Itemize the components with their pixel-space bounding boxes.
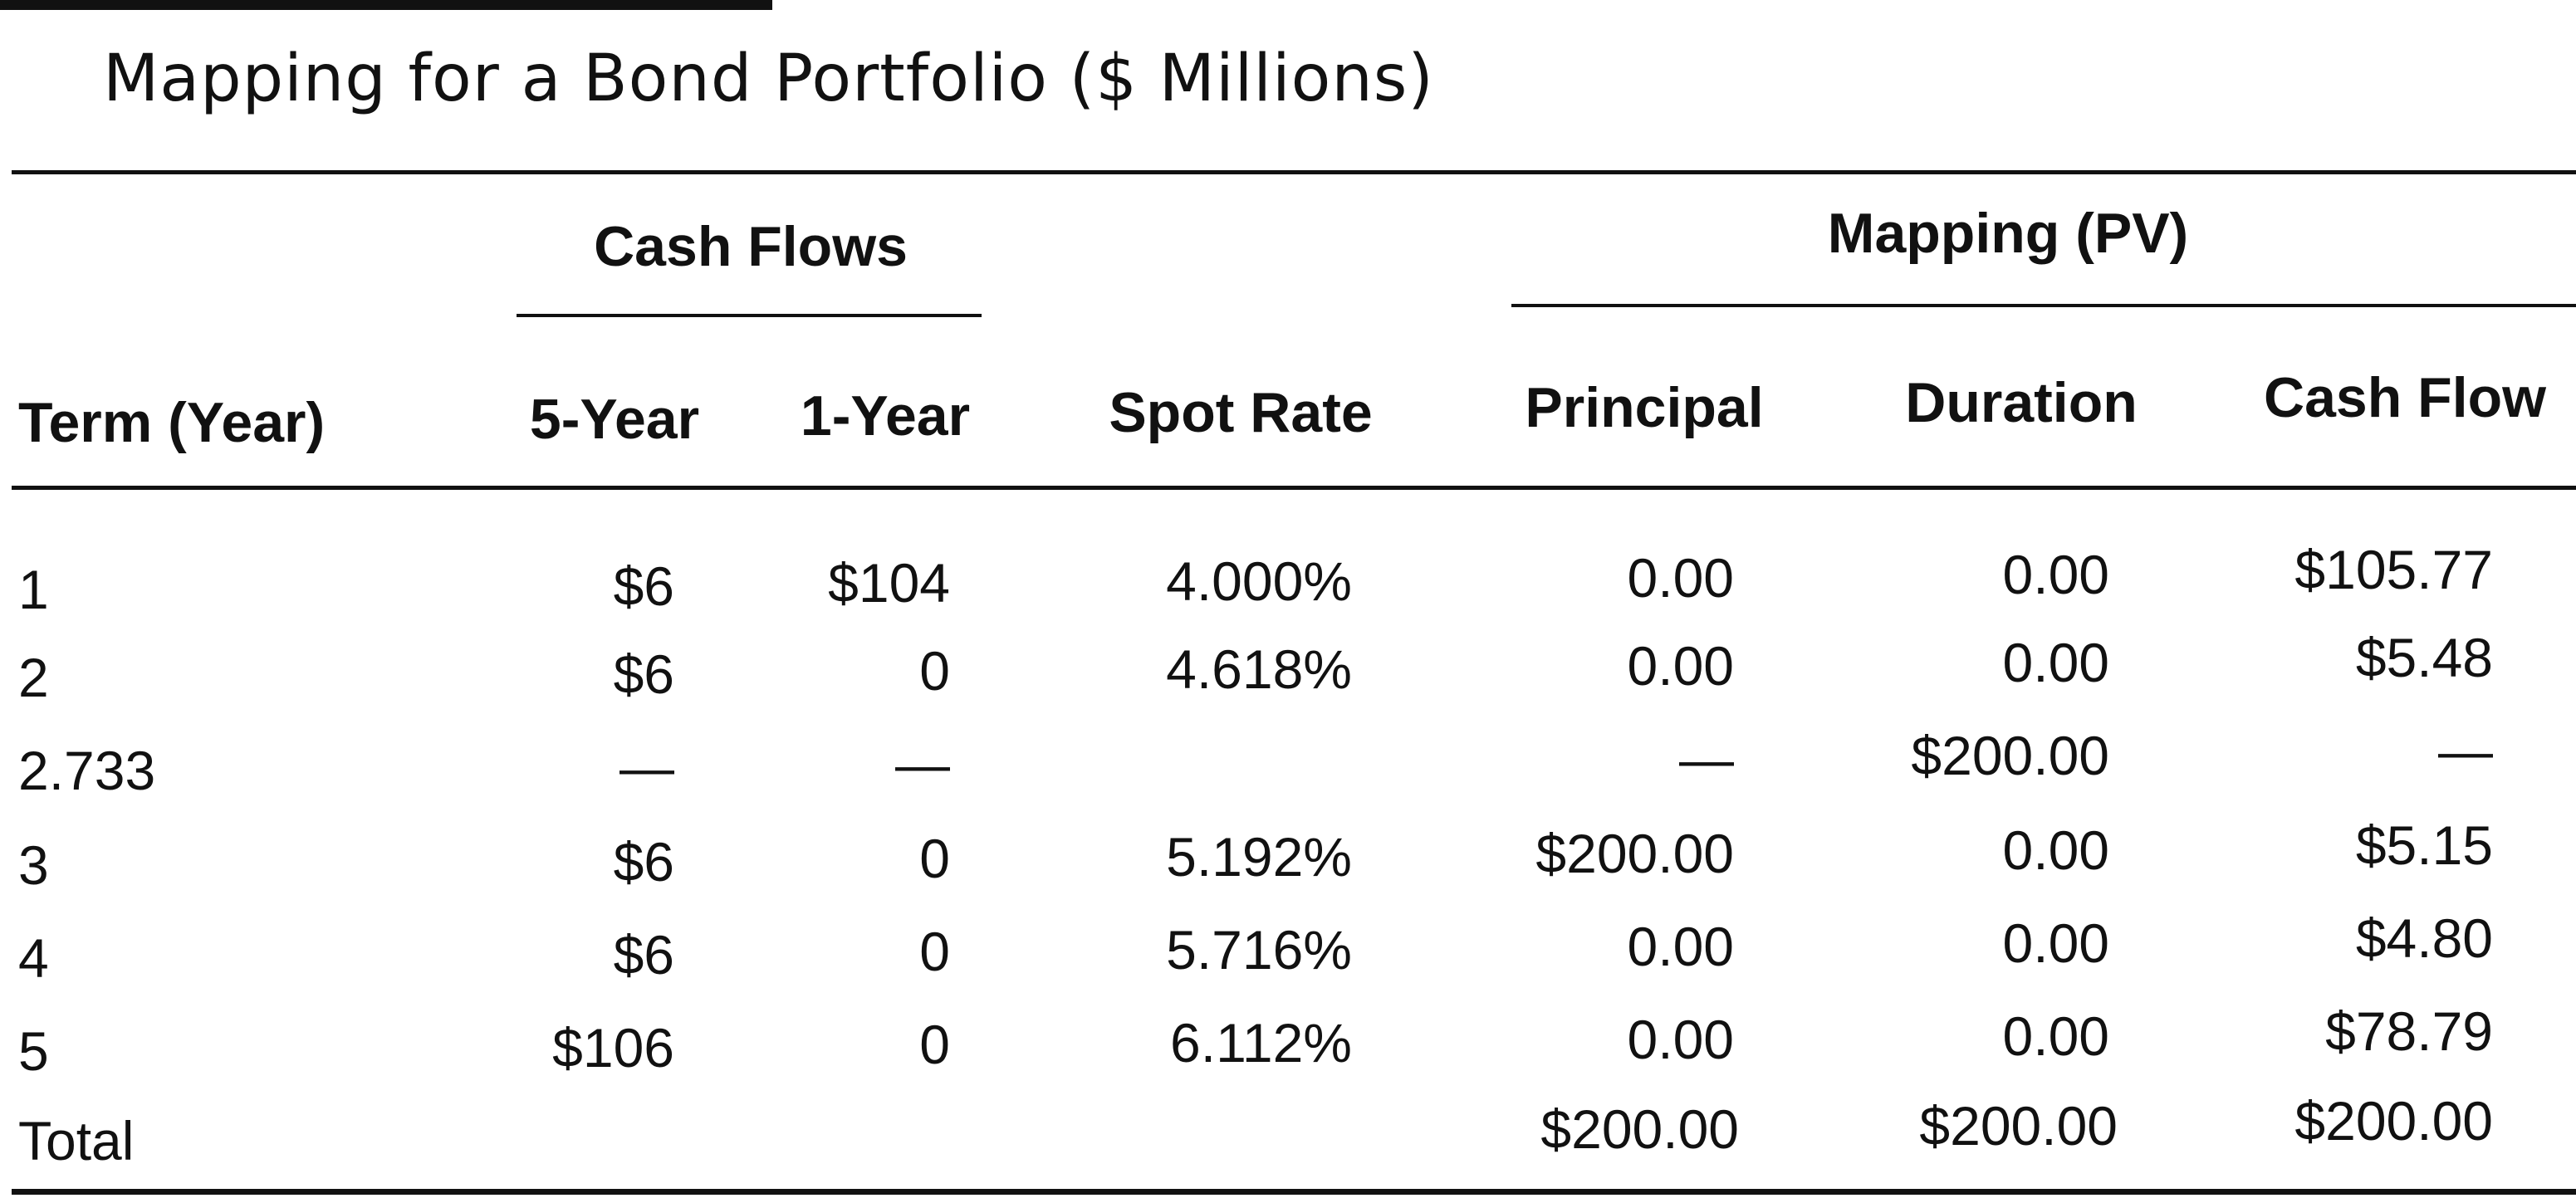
top-rule [0, 0, 772, 10]
cell-principal: 0.00 [1627, 1009, 1734, 1070]
table-row: 3 $6 0 5.192% $200.00 0.00 $5.15 [0, 814, 2576, 917]
cell-term: 1 [18, 559, 49, 620]
table-row: 4 $6 0 5.716% 0.00 0.00 $4.80 [0, 907, 2576, 1010]
cell-spot-rate: 4.000% [1166, 550, 1352, 612]
cell-one-year: 0 [919, 921, 950, 982]
cell-principal: 0.00 [1627, 547, 1734, 609]
cell-five-year: $6 [613, 643, 674, 705]
cell-term: Total [18, 1110, 135, 1171]
cell-one-year: 0 [919, 828, 950, 889]
cell-term: 4 [18, 927, 49, 989]
table-row: 2 $6 0 4.618% 0.00 0.00 $5.48 [0, 627, 2576, 729]
rule-under-cash-flows [517, 314, 982, 317]
cell-duration: 0.00 [2002, 1005, 2109, 1067]
cell-cash-flow: — [2438, 720, 2493, 781]
cell-spot-rate: 4.618% [1166, 638, 1352, 700]
cell-cash-flow: $105.77 [2294, 539, 2493, 600]
cell-principal: — [1679, 728, 1734, 790]
cell-duration: 0.00 [2002, 912, 2109, 974]
cell-term: 2.733 [18, 740, 156, 801]
cell-cash-flow: $4.80 [2355, 907, 2493, 969]
cell-spot-rate: 5.192% [1166, 826, 1352, 888]
cell-term: 3 [18, 834, 49, 896]
column-header-principal: Principal [1525, 376, 1764, 439]
table-row: 5 $106 0 6.112% 0.00 0.00 $78.79 [0, 1000, 2576, 1103]
cell-principal: $200.00 [1535, 823, 1734, 884]
table-row-total: Total $200.00 $200.00 $200.00 [0, 1090, 2576, 1196]
cell-five-year: $6 [613, 924, 674, 985]
cell-duration: $200.00 [1911, 725, 2109, 786]
cell-one-year: — [895, 733, 950, 795]
cell-one-year: 0 [919, 640, 950, 702]
rule-under-mapping [1511, 304, 2576, 307]
column-header-five-year: 5-Year [529, 388, 700, 451]
column-header-duration: Duration [1905, 371, 2138, 434]
cell-cash-flow: $5.15 [2355, 814, 2493, 876]
column-header-term: Term (Year) [18, 391, 326, 454]
cell-duration: 0.00 [2002, 819, 2109, 881]
cell-term: 5 [18, 1020, 49, 1082]
cell-cash-flow: $200.00 [2294, 1090, 2493, 1152]
cell-five-year: — [620, 736, 674, 798]
cell-duration: 0.00 [2002, 632, 2109, 693]
cell-term: 2 [18, 647, 49, 708]
cell-cash-flow: $78.79 [2325, 1000, 2493, 1062]
cell-cash-flow: $5.48 [2355, 627, 2493, 688]
cell-five-year: $6 [613, 831, 674, 892]
cell-spot-rate: 6.112% [1170, 1012, 1352, 1073]
cell-principal: $200.00 [1540, 1098, 1739, 1160]
cell-one-year: 0 [919, 1014, 950, 1075]
column-header-spot-rate: Spot Rate [1109, 381, 1373, 444]
cell-duration: $200.00 [1919, 1095, 2118, 1157]
table-row: 2.733 — — — $200.00 — [0, 720, 2576, 822]
bottom-rule [12, 1189, 2576, 1195]
cell-five-year: $6 [613, 555, 674, 617]
table-title: Mapping for a Bond Portfolio ($ Millions… [103, 42, 1434, 116]
column-header-cash-flow: Cash Flow [2263, 366, 2547, 429]
table-row: 1 $6 $104 4.000% 0.00 0.00 $105.77 [0, 539, 2576, 641]
cell-five-year: $106 [552, 1017, 674, 1078]
group-header-cash-flows: Cash Flows [594, 215, 908, 278]
cell-spot-rate: 5.716% [1166, 919, 1352, 980]
rule-under-title [12, 170, 2576, 174]
cell-principal: 0.00 [1627, 916, 1734, 977]
cell-principal: 0.00 [1627, 635, 1734, 697]
column-header-one-year: 1-Year [800, 384, 971, 447]
cell-duration: 0.00 [2002, 544, 2109, 605]
group-header-mapping: Mapping (PV) [1827, 202, 2189, 265]
rule-under-column-headers [12, 486, 2576, 490]
cell-one-year: $104 [828, 552, 950, 614]
